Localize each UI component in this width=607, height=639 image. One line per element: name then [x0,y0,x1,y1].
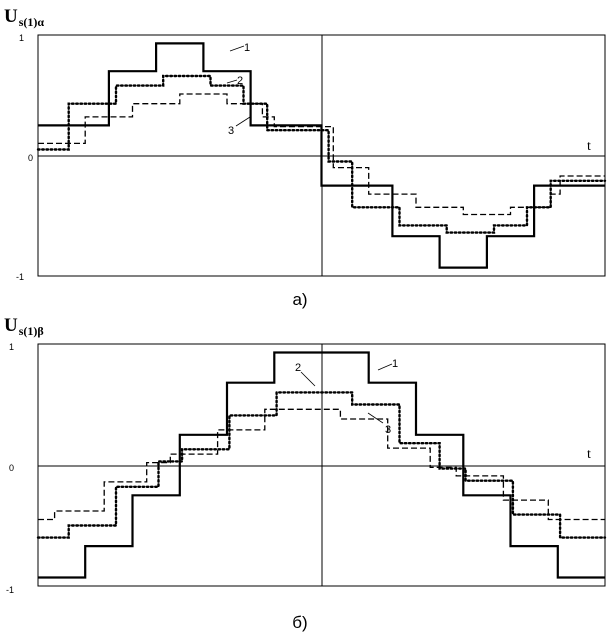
x-axis-label: t [587,139,591,154]
series-layer [36,351,607,579]
series-layer [36,42,607,269]
curve-label-1: 1 [392,358,398,370]
chart-beta: Us(1)β 1 0 -1 t 1 2 3 б) [4,315,607,632]
x-axis-label: t [587,447,591,462]
series-1-line [38,351,605,579]
panel-caption: б) [292,613,307,632]
curve-label-3: 3 [228,125,234,137]
y-tick-label: 0 [9,463,14,473]
series-3-line [38,408,605,521]
series-2-line [36,74,607,234]
leader-line [300,371,316,387]
curve-label-3: 3 [385,424,391,436]
leader-line [235,116,251,127]
panel-caption: а) [292,290,307,309]
y-tick-label: 1 [9,342,14,352]
leader-line [377,363,393,371]
y-axis-title: Us(1)α [4,6,44,29]
y-tick-label: 0 [28,153,33,163]
series-3-line [38,93,605,216]
y-axis-title: Us(1)β [4,315,44,338]
chart-alpha: Us(1)α 1 0 -1 t 1 2 3 а) [4,6,607,309]
y-tick-label: -1 [6,585,14,595]
series-2-line [36,391,607,539]
leader-line [226,79,238,84]
series-1-line [38,42,605,269]
curve-label-1: 1 [244,42,250,54]
y-tick-label: -1 [16,272,24,282]
leader-line [367,412,384,424]
leader-line [229,45,245,52]
curve-label-2: 2 [237,75,243,87]
y-tick-label: 1 [19,33,24,43]
curve-label-2: 2 [295,362,301,374]
